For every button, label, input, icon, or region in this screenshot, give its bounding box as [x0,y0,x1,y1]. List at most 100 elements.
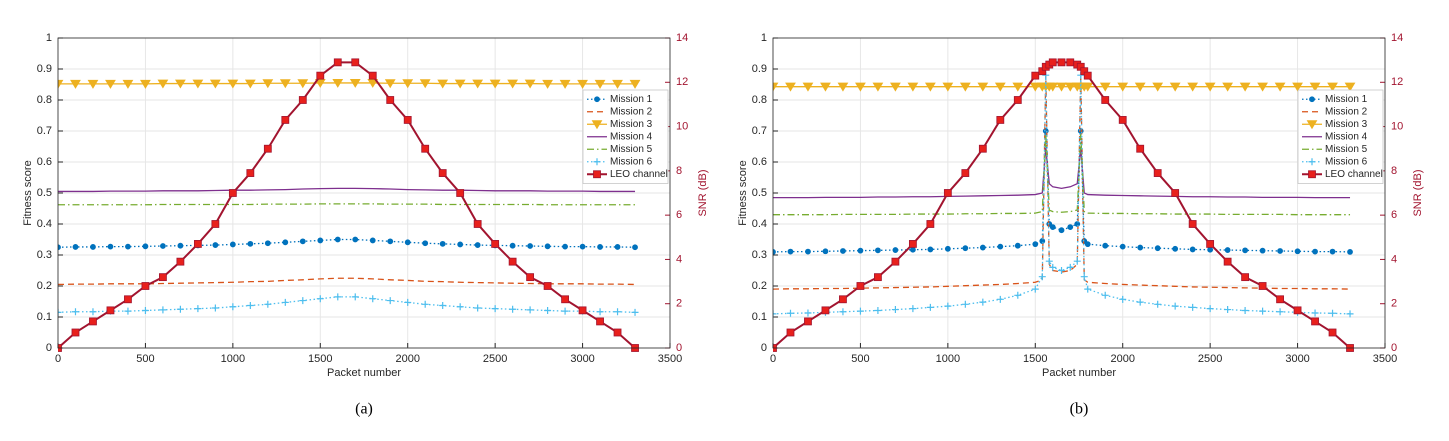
marker [1136,298,1144,306]
marker [474,304,482,312]
marker [1074,221,1081,227]
marker [279,79,291,89]
marker [404,239,411,246]
y-axis-label: Fitness score [737,160,749,225]
y-tick-label: 0.2 [37,280,52,292]
caption: (a) [355,401,373,418]
marker [264,240,271,247]
marker [891,257,900,266]
legend-label: Mission 1 [610,94,653,105]
marker [1276,308,1284,316]
marker [1274,82,1286,92]
marker [1066,263,1074,271]
series-line [773,147,1351,199]
series-line [58,61,636,349]
legend-label: Mission 2 [610,106,653,117]
marker [1171,302,1179,310]
marker [773,249,776,255]
marker [1118,116,1127,124]
marker [839,308,847,316]
marker [1066,58,1075,67]
marker [1224,306,1232,314]
marker [1013,96,1022,104]
marker [773,82,779,92]
marker [1045,257,1053,265]
marker [944,245,951,252]
marker [597,244,603,250]
y2-tick-label: 12 [676,76,688,88]
marker [264,300,272,308]
marker [961,169,970,177]
marker [437,79,449,89]
marker [1101,291,1109,299]
x-tick-label: 0 [770,353,776,365]
x-tick-label: 500 [851,353,869,365]
marker [1188,220,1197,228]
legend-label: Mission 6 [610,156,653,167]
marker [160,243,166,249]
y-tick-label: 0.7 [752,125,767,137]
marker [122,79,134,89]
marker [194,305,202,313]
y2-tick-label: 6 [1391,209,1397,221]
marker [141,306,149,314]
marker [176,257,185,266]
marker [1029,82,1041,92]
marker [71,328,80,337]
marker [927,246,934,253]
y-tick-label: 0.4 [37,218,52,230]
y-tick-label: 0.5 [37,187,52,199]
marker [474,242,481,248]
marker [942,82,954,92]
marker [1014,242,1021,249]
marker [368,71,377,80]
marker [856,282,865,290]
marker [1073,257,1081,265]
legend-label: LEO channel [1325,169,1383,180]
marker [244,79,256,89]
series-layer [58,58,641,352]
marker [614,244,621,250]
marker [419,79,431,89]
marker [1038,273,1046,281]
marker [1169,82,1181,92]
marker [106,306,115,315]
marker [926,220,935,228]
marker [804,309,812,317]
marker [1032,241,1039,248]
marker [907,82,919,92]
marker [629,79,641,89]
marker [247,240,254,247]
marker [561,295,569,304]
marker [1294,248,1301,255]
marker [1328,328,1337,337]
marker [891,306,899,314]
caption: (b) [1070,401,1089,418]
marker [890,82,901,92]
series-line [58,238,636,248]
marker [577,79,588,89]
marker [1171,189,1180,197]
marker [491,305,499,313]
legend-label: Mission 3 [1325,119,1368,130]
marker [1099,82,1111,92]
marker [994,82,1006,92]
marker [1189,303,1197,311]
marker [175,79,186,89]
y2-tick-label: 4 [676,253,682,265]
y-tick-label: 0 [761,342,767,354]
y2-axis-label: SNR (dB) [697,169,709,216]
marker [87,79,99,89]
marker [979,298,987,306]
marker [1292,82,1303,92]
marker [351,58,360,67]
y2-axis-label: SNR (dB) [1412,169,1424,216]
marker [1102,242,1109,249]
x-tick-label: 2000 [395,353,419,365]
marker [1057,58,1066,67]
marker [1137,244,1144,251]
marker [1258,282,1267,290]
legend-label: Mission 3 [610,119,653,130]
marker [613,328,622,337]
